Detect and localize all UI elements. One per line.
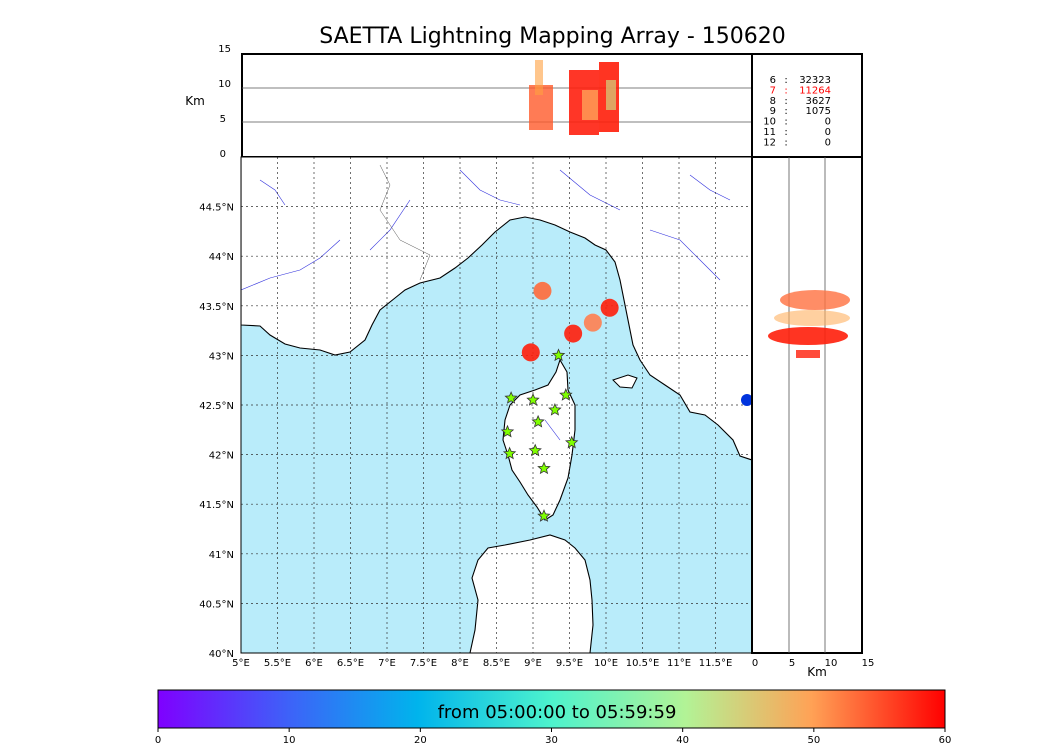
- station-marker: [528, 443, 542, 457]
- stat-stations: 6: [770, 75, 776, 86]
- lightning-layer: [521, 281, 619, 362]
- side-xtick: 10: [825, 658, 838, 669]
- altitude-ytick: 15: [218, 44, 231, 55]
- colorbar-label: from 05:00:00 to 05:59:59: [438, 702, 677, 723]
- lightning-cluster: [521, 343, 540, 362]
- lat-tick-label: 43°N: [209, 351, 234, 362]
- colorbar-gradient: [157, 689, 946, 729]
- stat-separator: :: [784, 137, 787, 148]
- stat-stations: 7: [770, 85, 776, 96]
- stat-separator: :: [784, 96, 787, 107]
- station-marker: [565, 435, 579, 449]
- colorbar-tick-label: 50: [807, 735, 820, 746]
- lon-tick-label: 5°E: [232, 658, 250, 669]
- colorbar-tick-label: 40: [676, 735, 689, 746]
- lat-tick-label: 43.5°N: [199, 302, 234, 313]
- lat-tick-label: 40°N: [209, 649, 234, 660]
- stat-count: 0: [825, 117, 831, 128]
- altitude-ytick: 10: [218, 79, 231, 90]
- stations-layer: [500, 348, 579, 522]
- colorbar-tick-label: 0: [155, 735, 161, 746]
- altitude-panel: [241, 53, 753, 158]
- rivers: [241, 169, 731, 441]
- side-xtick: 5: [789, 658, 795, 669]
- map-grid: [241, 157, 752, 653]
- stat-separator: :: [784, 75, 787, 86]
- stat-count: 1075: [806, 106, 831, 117]
- side-scatter: [768, 290, 850, 358]
- lon-tick-label: 7.5°E: [410, 658, 437, 669]
- station-marker: [500, 424, 515, 438]
- station-marker: [502, 446, 517, 460]
- altitude-scatter: [529, 60, 619, 135]
- lon-tick-label: 9.5°E: [556, 658, 583, 669]
- lightning-cluster: [583, 313, 602, 332]
- sardinia: [469, 534, 594, 653]
- lon-tick-label: 8°E: [451, 658, 469, 669]
- side-xlabel: Km: [807, 665, 827, 679]
- station-marker: [531, 414, 545, 428]
- side-panel: [751, 156, 863, 654]
- station-marker: [537, 509, 551, 522]
- stat-count: 0: [825, 137, 831, 148]
- stat-count: 11264: [799, 85, 831, 96]
- station-marker: [537, 461, 551, 475]
- blue-marker: [741, 394, 753, 406]
- lat-tick-label: 41°N: [209, 550, 234, 561]
- lon-tick-label: 10.5°E: [626, 658, 660, 669]
- stat-stations: 10: [763, 117, 776, 128]
- map-panel: [240, 156, 753, 654]
- lat-tick-label: 42.5°N: [199, 401, 234, 412]
- colorbar-tick-label: 20: [414, 735, 427, 746]
- station-marker: [548, 402, 562, 416]
- side-xtick: 15: [862, 658, 875, 669]
- colorbar-tick-label: 30: [545, 735, 558, 746]
- stat-separator: :: [784, 117, 787, 128]
- station-marker: [559, 388, 573, 401]
- lat-tick-label: 41.5°N: [199, 500, 234, 511]
- lightning-cluster: [564, 324, 583, 343]
- stat-stations: 11: [763, 127, 776, 138]
- stat-separator: :: [784, 106, 787, 117]
- lon-tick-label: 8.5°E: [483, 658, 510, 669]
- station-marker: [504, 391, 518, 404]
- colorbar: from 05:00:00 to 05:59:59 0 10 20 30 40 50 60: [155, 689, 952, 746]
- lon-tick-label: 11.5°E: [699, 658, 733, 669]
- lon-tick-label: 9°E: [524, 658, 542, 669]
- altitude-ytick: 0: [220, 149, 226, 160]
- side-xtick: 0: [752, 658, 758, 669]
- stat-count: 3627: [806, 96, 831, 107]
- lat-tick-label: 42°N: [209, 451, 234, 462]
- stat-stations: 12: [763, 137, 776, 148]
- altitude-ytick: 5: [220, 114, 226, 125]
- corsica: [502, 358, 576, 521]
- altitude-ylabel: Km: [185, 94, 205, 108]
- station-marker: [551, 348, 566, 362]
- lightning-cluster: [600, 298, 619, 317]
- stat-stations: 9: [770, 106, 776, 117]
- lon-tick-label: 6°E: [305, 658, 323, 669]
- lat-tick-label: 44.5°N: [199, 203, 234, 214]
- lat-tick-label: 40.5°N: [199, 599, 234, 610]
- colorbar-tick-label: 60: [939, 735, 952, 746]
- lon-tick-label: 5.5°E: [264, 658, 291, 669]
- chart-title: SAETTA Lightning Mapping Array - 150620: [319, 24, 786, 49]
- lon-tick-label: 10°E: [594, 658, 618, 669]
- stat-separator: :: [784, 85, 787, 96]
- lat-tick-label: 44°N: [209, 252, 234, 263]
- lon-tick-label: 6.5°E: [337, 658, 364, 669]
- stat-stations: 8: [770, 96, 776, 107]
- lon-tick-label: 7°E: [378, 658, 396, 669]
- land-areas: [241, 157, 752, 653]
- lightning-cluster: [533, 281, 552, 300]
- stats-panel: 6: 32323 7: 11264 8: 3627 9: 1075 10: 0 11: 0 12: 0: [751, 53, 863, 158]
- stat-separator: :: [784, 127, 787, 138]
- lon-tick-label: 11°E: [667, 658, 691, 669]
- stat-count: 0: [825, 127, 831, 138]
- stat-count: 32323: [799, 75, 831, 86]
- station-marker: [526, 392, 540, 406]
- colorbar-tick-label: 10: [283, 735, 296, 746]
